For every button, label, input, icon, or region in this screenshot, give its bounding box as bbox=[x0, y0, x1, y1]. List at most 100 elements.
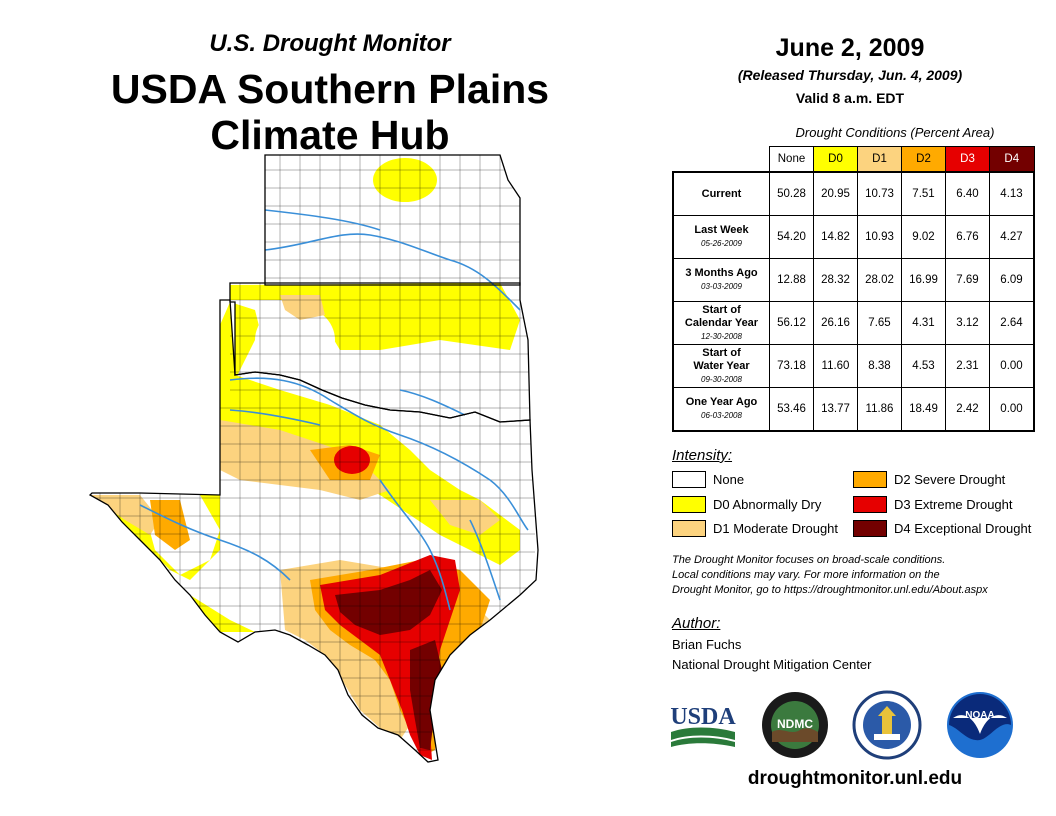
map-subtitle: U.S. Drought Monitor bbox=[209, 30, 451, 57]
row-date: 12-30-2008 bbox=[701, 331, 742, 341]
drought-map bbox=[88, 154, 539, 763]
table-cell: 7.69 bbox=[945, 258, 990, 302]
usda-logo: USDA bbox=[670, 704, 736, 747]
row-label: Start of Water Year 09-30-2008 bbox=[672, 344, 770, 388]
table-row: Current 50.28 20.95 10.73 7.51 6.40 4.13 bbox=[672, 171, 1035, 216]
legend-label: D1 Moderate Drought bbox=[713, 521, 839, 536]
table-row: Start of Water Year 09-30-2008 73.18 11.60 8.… bbox=[672, 344, 1035, 388]
legend-label: D2 Severe Drought bbox=[894, 472, 1006, 487]
table-row: Last Week 05-26-2009 54.20 14.82 10.93 9.02 6.… bbox=[672, 215, 1035, 259]
legend-swatch bbox=[672, 471, 706, 488]
table-cell: 9.02 bbox=[901, 215, 946, 259]
table-corner bbox=[673, 147, 770, 173]
table-cell: 0.00 bbox=[989, 344, 1035, 388]
row-label: Current bbox=[672, 171, 770, 216]
legend-item-none: None bbox=[672, 471, 744, 488]
table-cell: 18.49 bbox=[901, 387, 946, 432]
table-cell: 28.32 bbox=[813, 258, 858, 302]
valid-time: Valid 8 a.m. EDT bbox=[795, 90, 905, 106]
table-cell: 11.60 bbox=[813, 344, 858, 388]
row-date: 09-30-2008 bbox=[701, 374, 742, 384]
table-cell: 16.99 bbox=[901, 258, 946, 302]
release-date: (Released Thursday, Jun. 4, 2009) bbox=[737, 67, 963, 83]
table-cell: 53.46 bbox=[769, 387, 814, 432]
table-row: Start of Calendar Year 12-30-2008 56.12 26.1… bbox=[672, 301, 1035, 345]
row-label-text: 3 Months Ago bbox=[685, 267, 758, 279]
table-cell: 7.51 bbox=[901, 171, 946, 216]
note-line-2: Local conditions may vary. For more info… bbox=[672, 569, 940, 581]
author-name: Brian Fuchs bbox=[672, 637, 742, 652]
legend-label: D0 Abnormally Dry bbox=[713, 497, 822, 512]
table-cell: 4.31 bbox=[901, 301, 946, 345]
table-cell: 4.27 bbox=[989, 215, 1035, 259]
row-label-text: One Year Ago bbox=[685, 396, 758, 408]
map-title: USDA Southern Plains Climate Hub bbox=[60, 66, 600, 158]
note-line-3: Drought Monitor, go to https://droughtmo… bbox=[672, 584, 988, 596]
map-date: June 2, 2009 bbox=[775, 34, 925, 62]
table-row: One Year Ago 06-03-2008 53.46 13.77 11.86 18.… bbox=[672, 387, 1035, 432]
table-caption: Drought Conditions (Percent Area) bbox=[795, 125, 995, 140]
table-cell: 12.88 bbox=[769, 258, 814, 302]
legend-heading: Intensity: bbox=[672, 447, 733, 464]
table-cell: 2.42 bbox=[945, 387, 990, 432]
table-cell: 6.76 bbox=[945, 215, 990, 259]
table-cell: 50.28 bbox=[769, 171, 814, 216]
ndmc-logo-text: NDMC bbox=[777, 717, 813, 731]
legend-item-d2: D2 Severe Drought bbox=[853, 471, 1005, 488]
table-cell: 3.12 bbox=[945, 301, 990, 345]
table-cell: 26.16 bbox=[813, 301, 858, 345]
row-date: 05-26-2009 bbox=[701, 239, 742, 248]
col-d2: D2 bbox=[901, 146, 946, 173]
row-label-text-2: Water Year bbox=[693, 359, 750, 372]
row-label: One Year Ago 06-03-2008 bbox=[672, 387, 770, 432]
row-date: 06-03-2008 bbox=[701, 411, 742, 420]
legend-label: D4 Exceptional Drought bbox=[894, 521, 1032, 536]
row-label-text: Current bbox=[701, 187, 742, 200]
noaa-logo: NOAA bbox=[947, 692, 1013, 758]
row-label-text: Start of bbox=[702, 303, 741, 316]
table-cell: 4.53 bbox=[901, 344, 946, 388]
col-d1: D1 bbox=[857, 146, 902, 173]
legend-item-d4: D4 Exceptional Drought bbox=[853, 520, 1031, 537]
ndmc-logo: NDMC bbox=[762, 692, 828, 758]
commerce-seal bbox=[852, 690, 922, 760]
footer-url[interactable]: droughtmonitor.unl.edu bbox=[747, 768, 963, 789]
drought-conditions-table: None D0 D1 D2 D3 D4 Current 50.28 20.95 10.… bbox=[672, 146, 1035, 432]
col-none: None bbox=[769, 146, 814, 173]
table-cell: 7.65 bbox=[857, 301, 902, 345]
table-cell: 0.00 bbox=[989, 387, 1035, 432]
table-cell: 20.95 bbox=[813, 171, 858, 216]
row-date: 03-03-2009 bbox=[701, 282, 742, 291]
table-body: Current 50.28 20.95 10.73 7.51 6.40 4.13 Last W… bbox=[672, 171, 1035, 432]
table-cell: 56.12 bbox=[769, 301, 814, 345]
table-cell: 6.40 bbox=[945, 171, 990, 216]
table-cell: 28.02 bbox=[857, 258, 902, 302]
table-row: 3 Months Ago 03-03-2009 12.88 28.32 28.02 16.… bbox=[672, 258, 1035, 302]
legend-item-d0: D0 Abnormally Dry bbox=[672, 496, 821, 513]
col-d4: D4 bbox=[989, 146, 1035, 173]
title-line-2: Climate Hub bbox=[210, 112, 450, 158]
legend-swatch bbox=[853, 471, 887, 488]
row-label: Start of Calendar Year 12-30-2008 bbox=[672, 301, 770, 345]
table-cell: 13.77 bbox=[813, 387, 858, 432]
legend-swatch bbox=[853, 496, 887, 513]
title-line-1: USDA Southern Plains bbox=[110, 66, 550, 112]
table-header-row: None D0 D1 D2 D3 D4 bbox=[673, 146, 1035, 173]
col-d3: D3 bbox=[945, 146, 990, 173]
table-cell: 4.13 bbox=[989, 171, 1035, 216]
row-label-text: Last Week bbox=[694, 224, 749, 236]
note-line-1: The Drought Monitor focuses on broad-sca… bbox=[672, 554, 946, 566]
col-d0: D0 bbox=[813, 146, 858, 173]
table-cell: 6.09 bbox=[989, 258, 1035, 302]
table-cell: 2.31 bbox=[945, 344, 990, 388]
legend-item-d3: D3 Extreme Drought bbox=[853, 496, 1013, 513]
table-cell: 14.82 bbox=[813, 215, 858, 259]
row-label: Last Week 05-26-2009 bbox=[672, 215, 770, 259]
author-heading: Author: bbox=[672, 615, 721, 632]
usda-logo-text: USDA bbox=[670, 704, 736, 730]
table-cell: 54.20 bbox=[769, 215, 814, 259]
legend-swatch bbox=[672, 520, 706, 537]
table-cell: 10.73 bbox=[857, 171, 902, 216]
legend-label: None bbox=[713, 472, 745, 487]
table-cell: 11.86 bbox=[857, 387, 902, 432]
